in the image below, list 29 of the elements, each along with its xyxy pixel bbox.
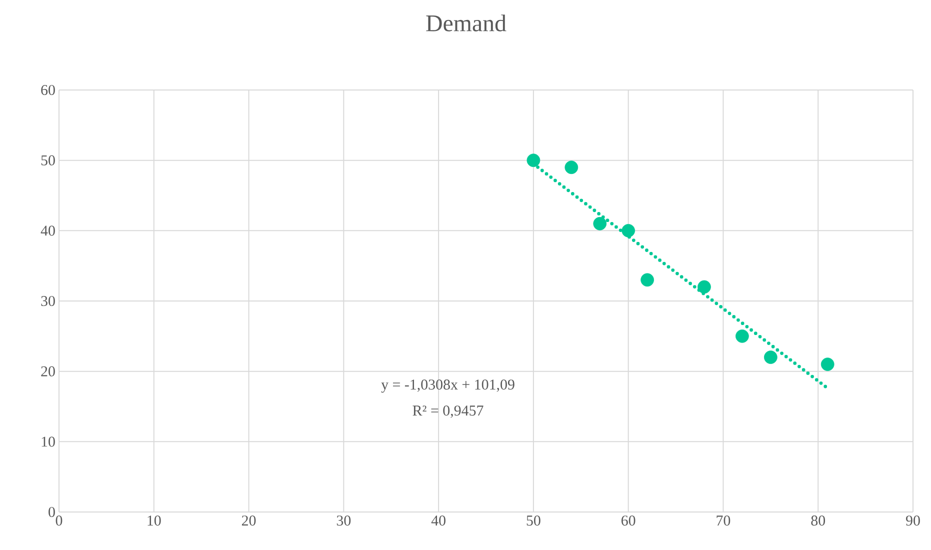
point [622,224,636,238]
point [764,350,778,364]
point [564,160,578,174]
y-tick-label: 0 [48,506,55,518]
x-tick-label: 10 [148,516,161,526]
x-tick-label: 80 [811,516,826,526]
point [736,329,749,343]
annotation: R² = 0,9457 [412,406,484,418]
chart-title: Demand [426,14,506,32]
point [640,273,654,287]
point [526,154,540,168]
y-tick-label: 20 [41,366,55,376]
x-tick-label: 60 [622,516,636,526]
y-tick-label: 50 [41,155,55,166]
x-tick-label: 20 [242,516,256,526]
x-tick-label: 0 [56,516,62,526]
x-tick-label: 30 [336,516,351,526]
point [820,358,834,371]
y-tick-label: 60 [41,84,55,96]
x-tick-label: 50 [526,516,540,526]
x-tick-label: 70 [716,516,730,526]
y-tick-label: 40 [40,226,55,236]
x-tick-label: 40 [431,516,446,526]
y-tick-label: 30 [41,296,55,306]
annotation: y = -1,0308x + 101,09 [381,380,514,393]
point [698,280,711,294]
y-tick-label: 10 [42,436,55,447]
x-tick-label: 90 [906,516,920,526]
point [593,216,607,230]
